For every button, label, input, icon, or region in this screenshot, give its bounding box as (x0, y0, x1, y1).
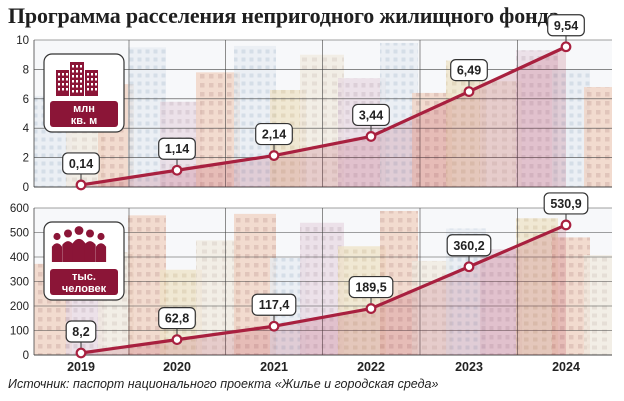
value-label: 3,44 (359, 108, 383, 122)
y-tick-label: 4 (23, 123, 30, 135)
value-badge (158, 137, 196, 160)
unit-label: млн (73, 103, 95, 115)
value-label: 0,14 (69, 157, 93, 171)
area-under-line (81, 224, 566, 355)
x-tick-label: 2021 (260, 360, 288, 374)
y-tick-label: 200 (10, 301, 29, 313)
value-badge (352, 103, 390, 127)
value-badge (348, 275, 394, 299)
value-badge (450, 58, 488, 82)
data-point (463, 86, 475, 97)
value-badge (65, 320, 97, 343)
unit-label: кв. м (71, 115, 98, 127)
source-note: Источник: паспорт национального проекта … (8, 377, 439, 391)
value-label: 1,14 (165, 142, 189, 156)
backdrop-building (516, 50, 558, 187)
value-label: 117,4 (259, 298, 290, 312)
value-label: 62,8 (165, 312, 189, 326)
unit-label-bg (50, 101, 118, 127)
value-label: 9,54 (554, 19, 578, 33)
value-label: 530,9 (550, 197, 581, 211)
backdrop-building (300, 54, 344, 188)
value-badge (547, 14, 585, 37)
value-badge (543, 192, 589, 215)
y-tick-label: 400 (10, 252, 29, 264)
y-tick-label: 10 (16, 35, 29, 47)
x-tick-label: 2022 (357, 360, 385, 374)
series-line (80, 45, 567, 187)
data-point (171, 334, 183, 346)
y-tick-label: 0 (23, 350, 29, 362)
data-point (75, 347, 87, 359)
series-line (80, 223, 567, 355)
page-title: Программа расселения непригодного жилищн… (8, 3, 560, 28)
backdrop-building (480, 249, 522, 355)
backdrop-building (128, 47, 166, 187)
value-label: 360,2 (453, 239, 484, 253)
backdrop-building (128, 215, 166, 355)
y-tick-label: 0 (23, 182, 29, 194)
unit-label: тыс. (72, 271, 96, 283)
backdrop-building (584, 87, 612, 187)
y-tick-label: 100 (10, 326, 29, 338)
data-point (365, 303, 377, 314)
value-badge (62, 152, 100, 175)
value-label: 189,5 (355, 281, 386, 295)
data-point (463, 261, 475, 273)
data-point (560, 219, 572, 231)
data-point (268, 320, 280, 332)
building-icon (56, 62, 98, 96)
value-badge (251, 293, 297, 316)
y-tick-label: 500 (10, 228, 29, 240)
data-point (75, 179, 87, 191)
data-point (365, 131, 377, 142)
y-tick-label: 6 (23, 94, 29, 106)
value-badge (158, 307, 196, 330)
backdrop-building (446, 60, 486, 187)
y-tick-label: 8 (23, 64, 29, 76)
unit-card: тыс.человек (43, 221, 125, 301)
value-label: 8,2 (72, 325, 89, 339)
backdrop-building (196, 72, 240, 187)
x-tick-label: 2019 (67, 360, 95, 374)
x-tick-label: 2020 (163, 360, 191, 374)
y-tick-label: 2 (23, 153, 29, 165)
chart-panel-2: 0 100 200 300 400 500 600 8,2 62,8 117,4 189,5 360,… (10, 192, 612, 374)
x-tick-label: 2023 (455, 360, 483, 374)
unit-label-bg (50, 269, 118, 295)
data-point (268, 150, 280, 161)
backdrop-building (516, 218, 558, 355)
data-point (171, 164, 183, 176)
value-badge (255, 122, 293, 146)
value-badge (446, 234, 492, 257)
people-icon (51, 226, 107, 262)
backdrop-building (300, 222, 344, 355)
value-label: 6,49 (457, 64, 481, 78)
value-label: 2,14 (262, 128, 286, 142)
y-tick-label: 300 (10, 277, 29, 289)
x-tick-label: 2024 (552, 360, 580, 374)
backdrop-building (338, 246, 386, 355)
backdrop-wash (34, 40, 612, 187)
data-point (560, 41, 572, 53)
backdrop-building (584, 255, 612, 355)
unit-label: человек (62, 283, 107, 295)
y-tick-label: 600 (10, 203, 29, 215)
area-under-line (81, 46, 566, 188)
